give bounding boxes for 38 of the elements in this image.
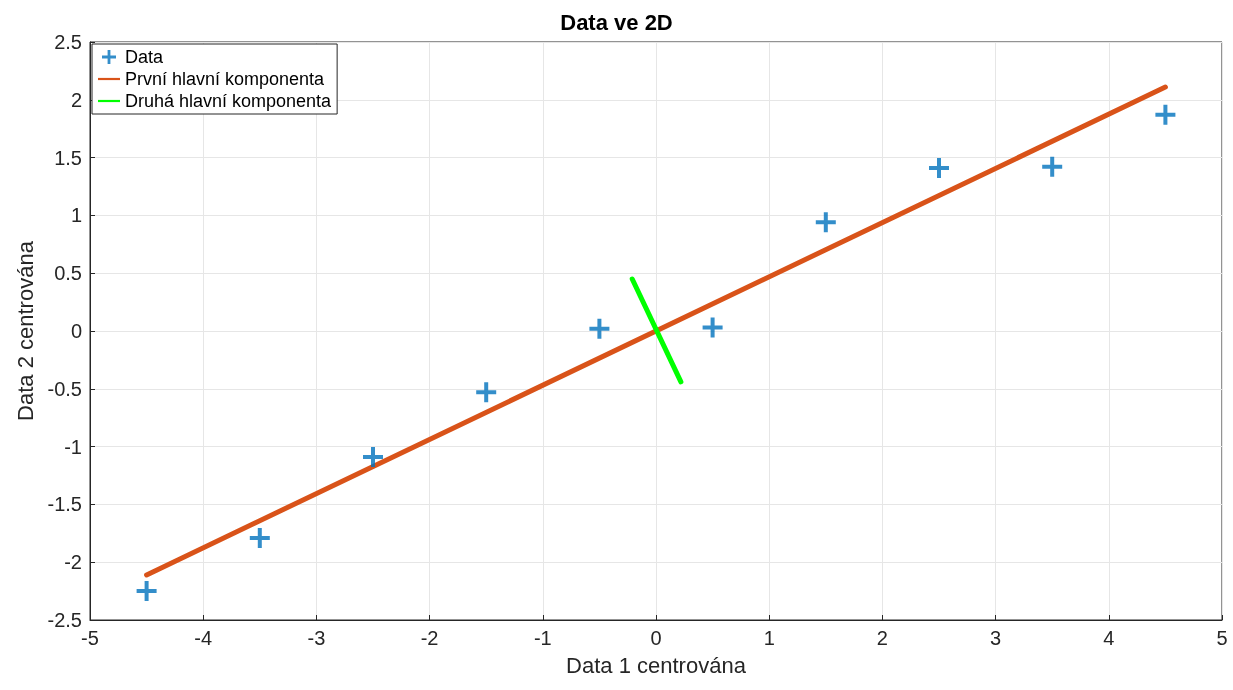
point — [476, 382, 497, 403]
point — [136, 581, 157, 602]
y-tick-label: 1 — [70, 204, 82, 227]
y-tick-label: -1.5 — [47, 493, 82, 516]
y-axis-title: Data 2 centrována — [13, 240, 39, 421]
x-tick-label: 1 — [763, 627, 775, 649]
x-tick-label: 0 — [650, 627, 662, 649]
point — [249, 527, 270, 548]
y-tick-label: 2.5 — [54, 31, 82, 53]
y-tick-label: 1.5 — [54, 146, 82, 169]
point — [815, 212, 836, 233]
point — [929, 158, 949, 178]
y-tick-label: -2.5 — [47, 609, 82, 631]
legend-label: Druhá hlavní komponenta — [125, 91, 333, 111]
x-tick-label: -3 — [307, 627, 326, 649]
point — [1042, 156, 1063, 177]
x-tick-label: -4 — [194, 627, 213, 649]
point — [1155, 104, 1176, 125]
x-tick-label: -1 — [533, 627, 552, 649]
y-tick-label: 0 — [70, 320, 82, 342]
x-tick-label: -2 — [420, 627, 439, 649]
x-tick-label: 2 — [876, 627, 888, 649]
chart-title: Data ve 2D — [560, 9, 673, 35]
point — [363, 447, 383, 467]
y-tick-label: -0.5 — [47, 377, 82, 400]
point — [702, 317, 723, 338]
x-tick-label: 3 — [990, 627, 1002, 649]
y-tick-label: 0.5 — [54, 262, 82, 285]
x-axis-title: Data 1 centrována — [566, 652, 747, 678]
y-tick-label: -2 — [64, 551, 82, 574]
legend-label: Data — [125, 47, 165, 67]
x-tick-label: -5 — [81, 627, 99, 649]
y-tick-label: 2 — [70, 88, 82, 111]
point — [589, 318, 610, 339]
x-tick-label: 4 — [1103, 627, 1115, 649]
legend-label: První hlavní komponenta — [125, 69, 326, 89]
y-tick-label: -1 — [64, 435, 82, 458]
x-tick-label: 5 — [1216, 627, 1228, 649]
